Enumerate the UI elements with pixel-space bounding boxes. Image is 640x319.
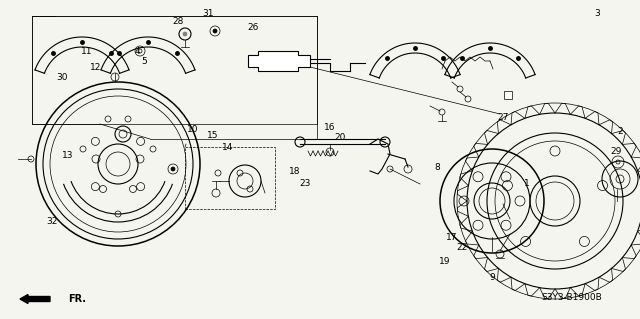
Text: 11: 11 <box>81 48 93 56</box>
Text: 27: 27 <box>497 114 509 122</box>
Text: 9: 9 <box>489 273 495 283</box>
Text: 1: 1 <box>524 179 530 188</box>
Text: 32: 32 <box>46 218 58 226</box>
Text: 30: 30 <box>56 73 68 83</box>
Text: 17: 17 <box>446 233 458 241</box>
Text: 19: 19 <box>439 257 451 266</box>
FancyArrow shape <box>20 294 50 303</box>
Polygon shape <box>248 51 310 71</box>
Bar <box>32 16 317 124</box>
Circle shape <box>183 32 187 36</box>
Text: FR.: FR. <box>68 294 86 304</box>
Text: 20: 20 <box>334 133 346 143</box>
Text: 10: 10 <box>188 125 199 135</box>
Text: 18: 18 <box>289 167 301 176</box>
Text: 8: 8 <box>434 164 440 173</box>
Bar <box>504 91 512 99</box>
Text: 23: 23 <box>300 179 310 188</box>
Text: 29: 29 <box>611 147 621 157</box>
Text: 31: 31 <box>202 10 214 19</box>
Text: 5: 5 <box>141 57 147 66</box>
Text: 22: 22 <box>456 242 468 251</box>
Text: 28: 28 <box>172 18 184 26</box>
Text: 2: 2 <box>617 128 623 137</box>
Text: S3Y3-B1900B: S3Y3-B1900B <box>541 293 602 301</box>
Text: 13: 13 <box>62 151 74 160</box>
Text: 3: 3 <box>594 10 600 19</box>
Circle shape <box>213 29 217 33</box>
Text: 12: 12 <box>90 63 102 72</box>
Circle shape <box>171 167 175 171</box>
Bar <box>185 147 275 209</box>
Text: 26: 26 <box>247 24 259 33</box>
Text: 14: 14 <box>222 144 234 152</box>
Text: 16: 16 <box>324 123 336 132</box>
Text: 15: 15 <box>207 130 219 139</box>
Text: 4: 4 <box>134 48 140 56</box>
